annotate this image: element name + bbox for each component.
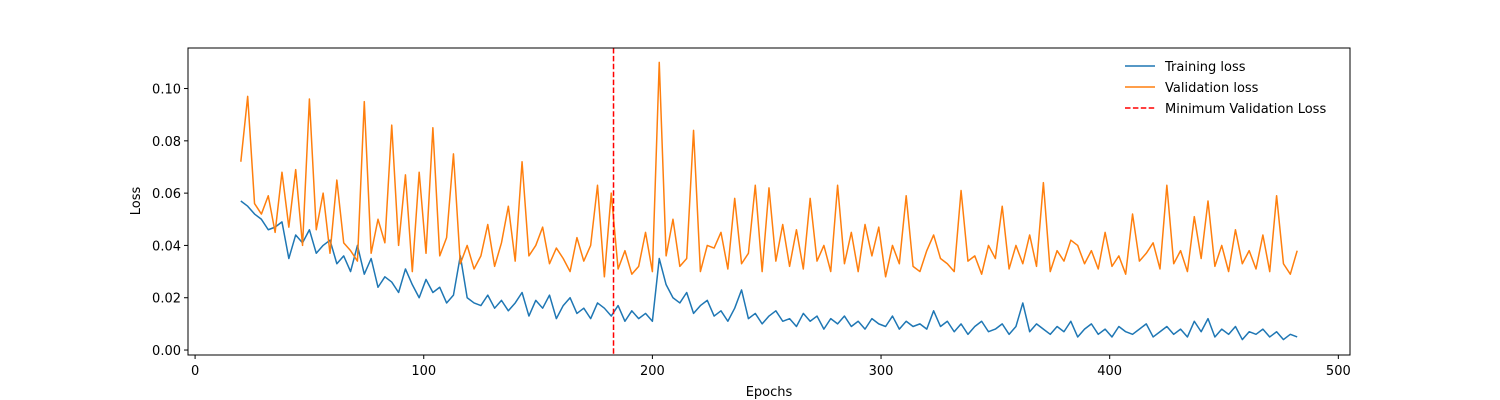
y-tick-label: 0.10 — [152, 83, 181, 98]
y-axis-label: Loss — [129, 187, 144, 216]
y-tick-label: 0.02 — [152, 292, 181, 307]
x-tick-label: 100 — [411, 364, 436, 379]
x-tick-label: 300 — [869, 364, 894, 379]
legend-label: Training loss — [1164, 60, 1246, 75]
x-tick-label: 500 — [1326, 364, 1351, 379]
series-line — [240, 200, 1298, 341]
x-axis-label: Epochs — [746, 385, 793, 400]
y-tick-label: 0.06 — [152, 187, 181, 202]
x-tick-label: 0 — [191, 364, 199, 379]
y-tick-label: 0.04 — [152, 239, 181, 254]
x-tick-label: 200 — [640, 364, 665, 379]
y-tick-label: 0.00 — [152, 344, 181, 359]
y-tick-label: 0.08 — [152, 135, 181, 150]
legend-label: Validation loss — [1165, 81, 1259, 96]
series-line — [240, 61, 1298, 278]
legend-label: Minimum Validation Loss — [1165, 102, 1326, 117]
plot-frame — [187, 47, 1351, 356]
x-tick-label: 400 — [1097, 364, 1122, 379]
